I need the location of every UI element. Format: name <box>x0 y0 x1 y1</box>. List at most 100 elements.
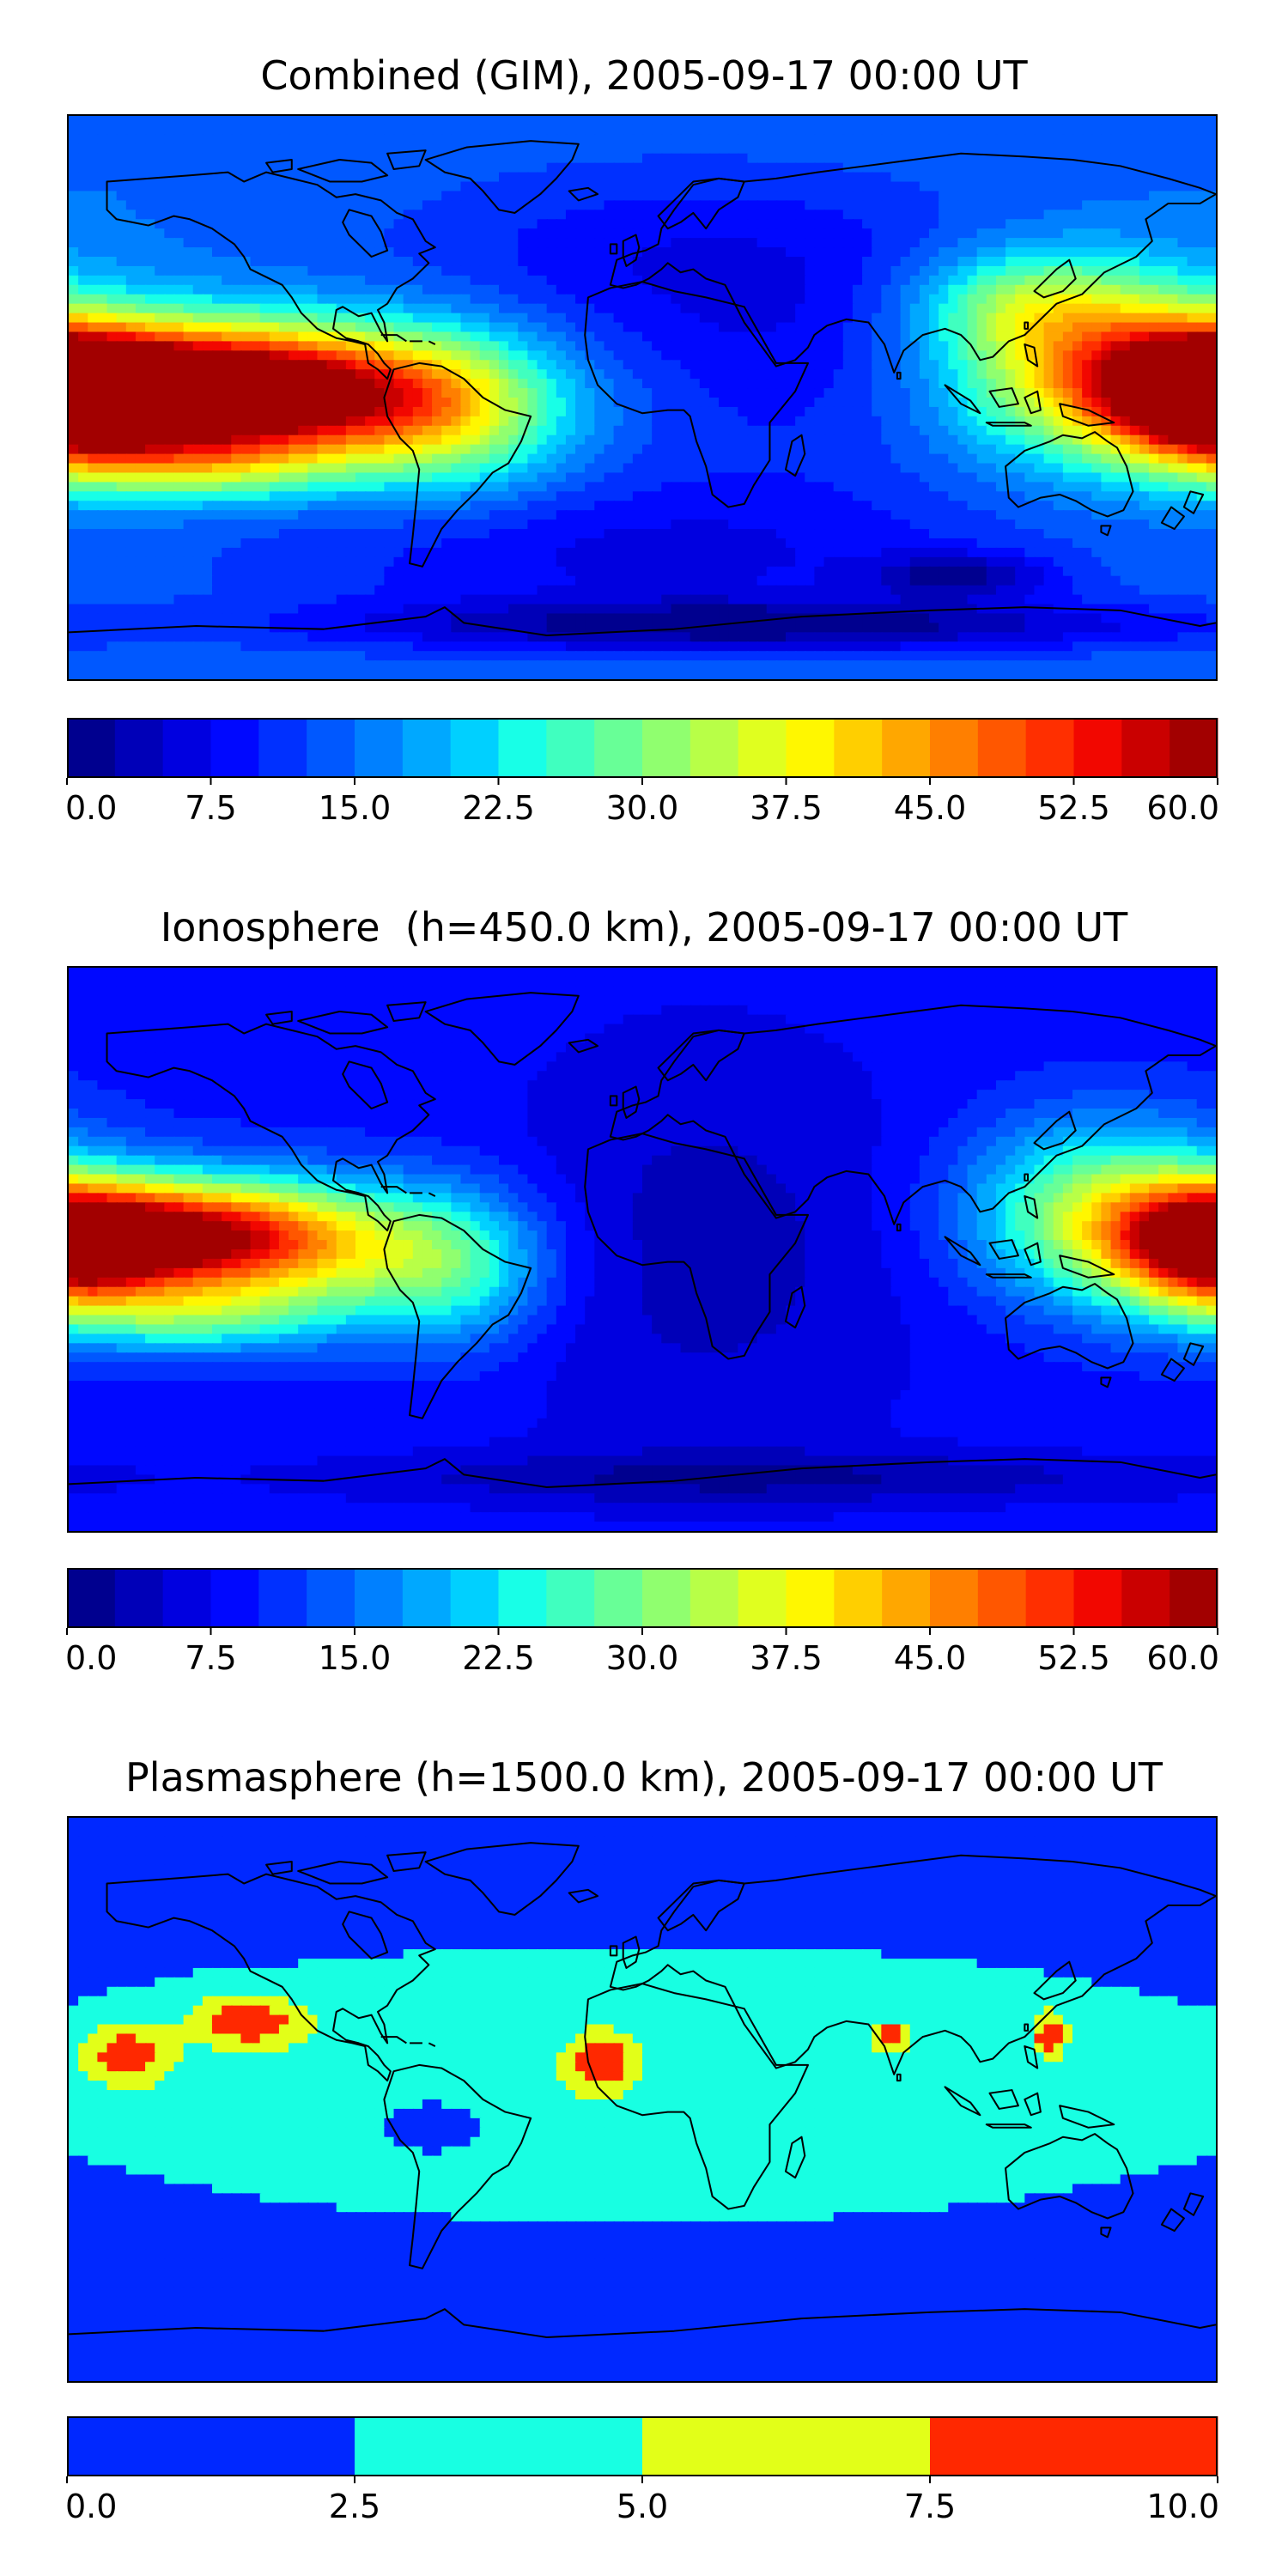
field-cell <box>919 453 931 465</box>
field-cell <box>240 434 252 447</box>
field-cell <box>690 116 702 127</box>
field-cell <box>135 247 147 258</box>
field-cell <box>632 444 644 456</box>
field-cell <box>125 341 137 352</box>
field-cell <box>155 303 166 315</box>
field-cell <box>422 284 434 296</box>
field-cell <box>88 247 99 258</box>
field-cell <box>345 472 357 483</box>
field-cell <box>661 162 672 174</box>
field-cell <box>786 257 797 268</box>
field-cell <box>88 275 99 287</box>
field-cell <box>967 191 979 202</box>
field-cell <box>432 388 443 399</box>
field-cell <box>1072 406 1084 418</box>
field-cell <box>842 379 854 390</box>
field-cell <box>929 284 940 296</box>
field-cell <box>699 425 711 437</box>
field-cell <box>88 350 99 361</box>
field-cell <box>145 434 156 447</box>
field-cell <box>231 210 242 221</box>
field-cell <box>842 313 854 324</box>
field-cell <box>451 388 462 399</box>
field-cell <box>1206 406 1216 418</box>
field-cell <box>738 453 749 465</box>
field-cell <box>995 303 1007 315</box>
field-cell <box>422 322 434 333</box>
field-cell <box>145 313 156 324</box>
field-cell <box>795 247 806 258</box>
field-cell <box>374 416 386 428</box>
field-cell <box>451 322 462 333</box>
field-cell <box>1196 360 1208 371</box>
field-cell <box>1034 303 1046 315</box>
field-cell <box>786 369 797 380</box>
field-cell <box>986 341 998 352</box>
field-cell <box>862 228 873 240</box>
field-cell <box>862 491 873 502</box>
field-cell <box>719 434 730 447</box>
field-cell <box>948 453 959 465</box>
field-cell <box>833 360 845 371</box>
field-cell <box>728 472 739 483</box>
field-cell <box>881 491 892 502</box>
field-cell <box>939 247 950 258</box>
field-cell <box>527 501 539 512</box>
field-cell <box>231 257 242 268</box>
field-cell <box>393 482 405 493</box>
field-cell <box>1139 275 1151 287</box>
field-cell <box>403 228 415 240</box>
field-cell <box>451 472 462 483</box>
field-cell <box>403 331 415 343</box>
field-cell <box>1196 294 1208 306</box>
field-cell <box>518 238 529 249</box>
field-cell <box>604 416 616 428</box>
field-cell <box>183 463 195 474</box>
field-cell <box>719 406 730 418</box>
field-cell <box>1091 379 1103 390</box>
field-cell <box>106 153 118 165</box>
field-cell <box>862 238 873 249</box>
field-cell <box>88 210 99 221</box>
field-cell <box>805 350 816 361</box>
field-cell <box>460 434 472 447</box>
field-cell <box>738 153 749 165</box>
field-cell <box>585 219 596 230</box>
field-cell <box>1206 425 1216 437</box>
field-cell <box>1177 153 1189 165</box>
field-cell <box>145 360 156 371</box>
field-cell <box>642 322 653 333</box>
field-cell <box>652 388 663 399</box>
field-cell <box>1015 406 1026 418</box>
field-cell <box>890 331 902 343</box>
field-cell <box>412 143 424 155</box>
field-cell <box>298 275 309 287</box>
field-cell <box>699 257 711 268</box>
field-cell <box>671 434 683 447</box>
field-cell <box>222 134 233 146</box>
field-cell <box>1196 388 1208 399</box>
field-cell <box>919 219 931 230</box>
field-cell <box>231 350 242 361</box>
field-cell <box>747 369 759 380</box>
field-cell <box>881 416 892 428</box>
field-cell <box>1015 388 1026 399</box>
field-cell <box>278 491 290 502</box>
field-cell <box>708 303 720 315</box>
field-cell <box>451 350 462 361</box>
field-cell <box>833 210 845 221</box>
field-cell <box>929 369 940 380</box>
field-cell <box>986 134 998 146</box>
field-cell <box>298 228 309 240</box>
field-cell <box>374 482 386 493</box>
field-cell <box>1034 210 1046 221</box>
field-cell <box>145 379 156 390</box>
field-cell <box>307 322 319 333</box>
field-cell <box>756 219 769 230</box>
field-cell <box>823 491 835 502</box>
field-cell <box>499 125 510 137</box>
field-cell <box>173 501 185 512</box>
field-cell <box>719 172 730 183</box>
field-cell <box>278 388 290 399</box>
field-cell <box>756 360 769 371</box>
